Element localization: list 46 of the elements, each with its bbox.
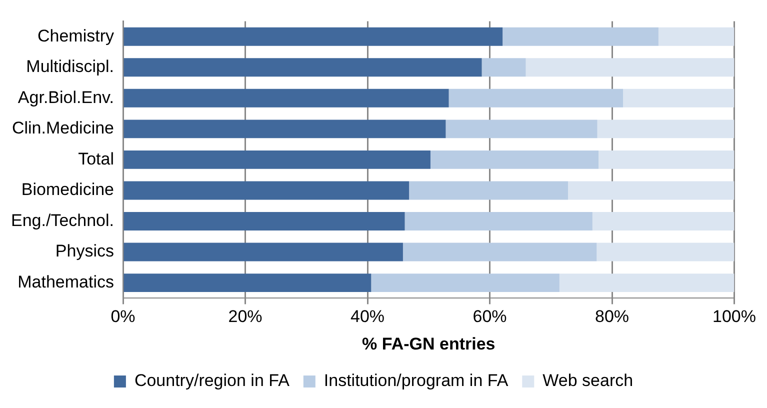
y-tick-label: Eng./Technol. bbox=[10, 210, 114, 230]
bar bbox=[124, 274, 372, 292]
bar bbox=[124, 27, 503, 46]
bar bbox=[430, 150, 599, 169]
bar bbox=[124, 181, 410, 200]
bar bbox=[597, 120, 734, 138]
y-tick-label: Physics bbox=[55, 242, 114, 261]
bar bbox=[124, 242, 403, 262]
x-tick-label: 40% bbox=[350, 307, 385, 326]
bar bbox=[371, 274, 560, 292]
y-tick-label: Agr.Biol.Env. bbox=[18, 88, 114, 107]
bar bbox=[124, 212, 405, 230]
y-tick-label: Mathematics bbox=[18, 272, 114, 292]
y-tick-label: Biomedicine bbox=[21, 180, 114, 200]
bar bbox=[404, 212, 592, 230]
legend-label: Country/region in FA bbox=[134, 371, 290, 390]
legend-label: Institution/program in FA bbox=[324, 371, 509, 390]
bar bbox=[482, 58, 526, 77]
bar bbox=[124, 120, 446, 138]
bar bbox=[658, 27, 734, 46]
bar bbox=[124, 150, 430, 169]
bar bbox=[124, 88, 449, 108]
bar bbox=[448, 88, 624, 108]
bar bbox=[623, 88, 734, 108]
bar bbox=[402, 242, 597, 262]
bar bbox=[124, 58, 482, 77]
bar bbox=[598, 150, 734, 169]
x-tick-label: 0% bbox=[110, 307, 136, 326]
y-tick-label: Multidiscipl. bbox=[26, 57, 114, 76]
bar bbox=[592, 212, 734, 230]
bar bbox=[446, 120, 598, 138]
y-tick-label: Chemistry bbox=[37, 26, 115, 46]
bar bbox=[526, 58, 734, 77]
bar bbox=[409, 181, 568, 200]
bar bbox=[596, 242, 734, 262]
x-tick-label: 20% bbox=[228, 307, 262, 326]
y-tick-label: Clin.Medicine bbox=[12, 118, 114, 138]
x-axis-title: % FA-GN entries bbox=[362, 334, 496, 354]
legend-label: Web search bbox=[542, 371, 634, 390]
bar bbox=[568, 181, 734, 200]
x-tick-label: 80% bbox=[594, 307, 630, 326]
x-tick-label: 60% bbox=[472, 307, 507, 326]
x-tick-label: 100% bbox=[712, 307, 756, 326]
bar bbox=[559, 274, 734, 292]
y-tick-label: Total bbox=[78, 149, 114, 168]
bar bbox=[502, 27, 658, 46]
